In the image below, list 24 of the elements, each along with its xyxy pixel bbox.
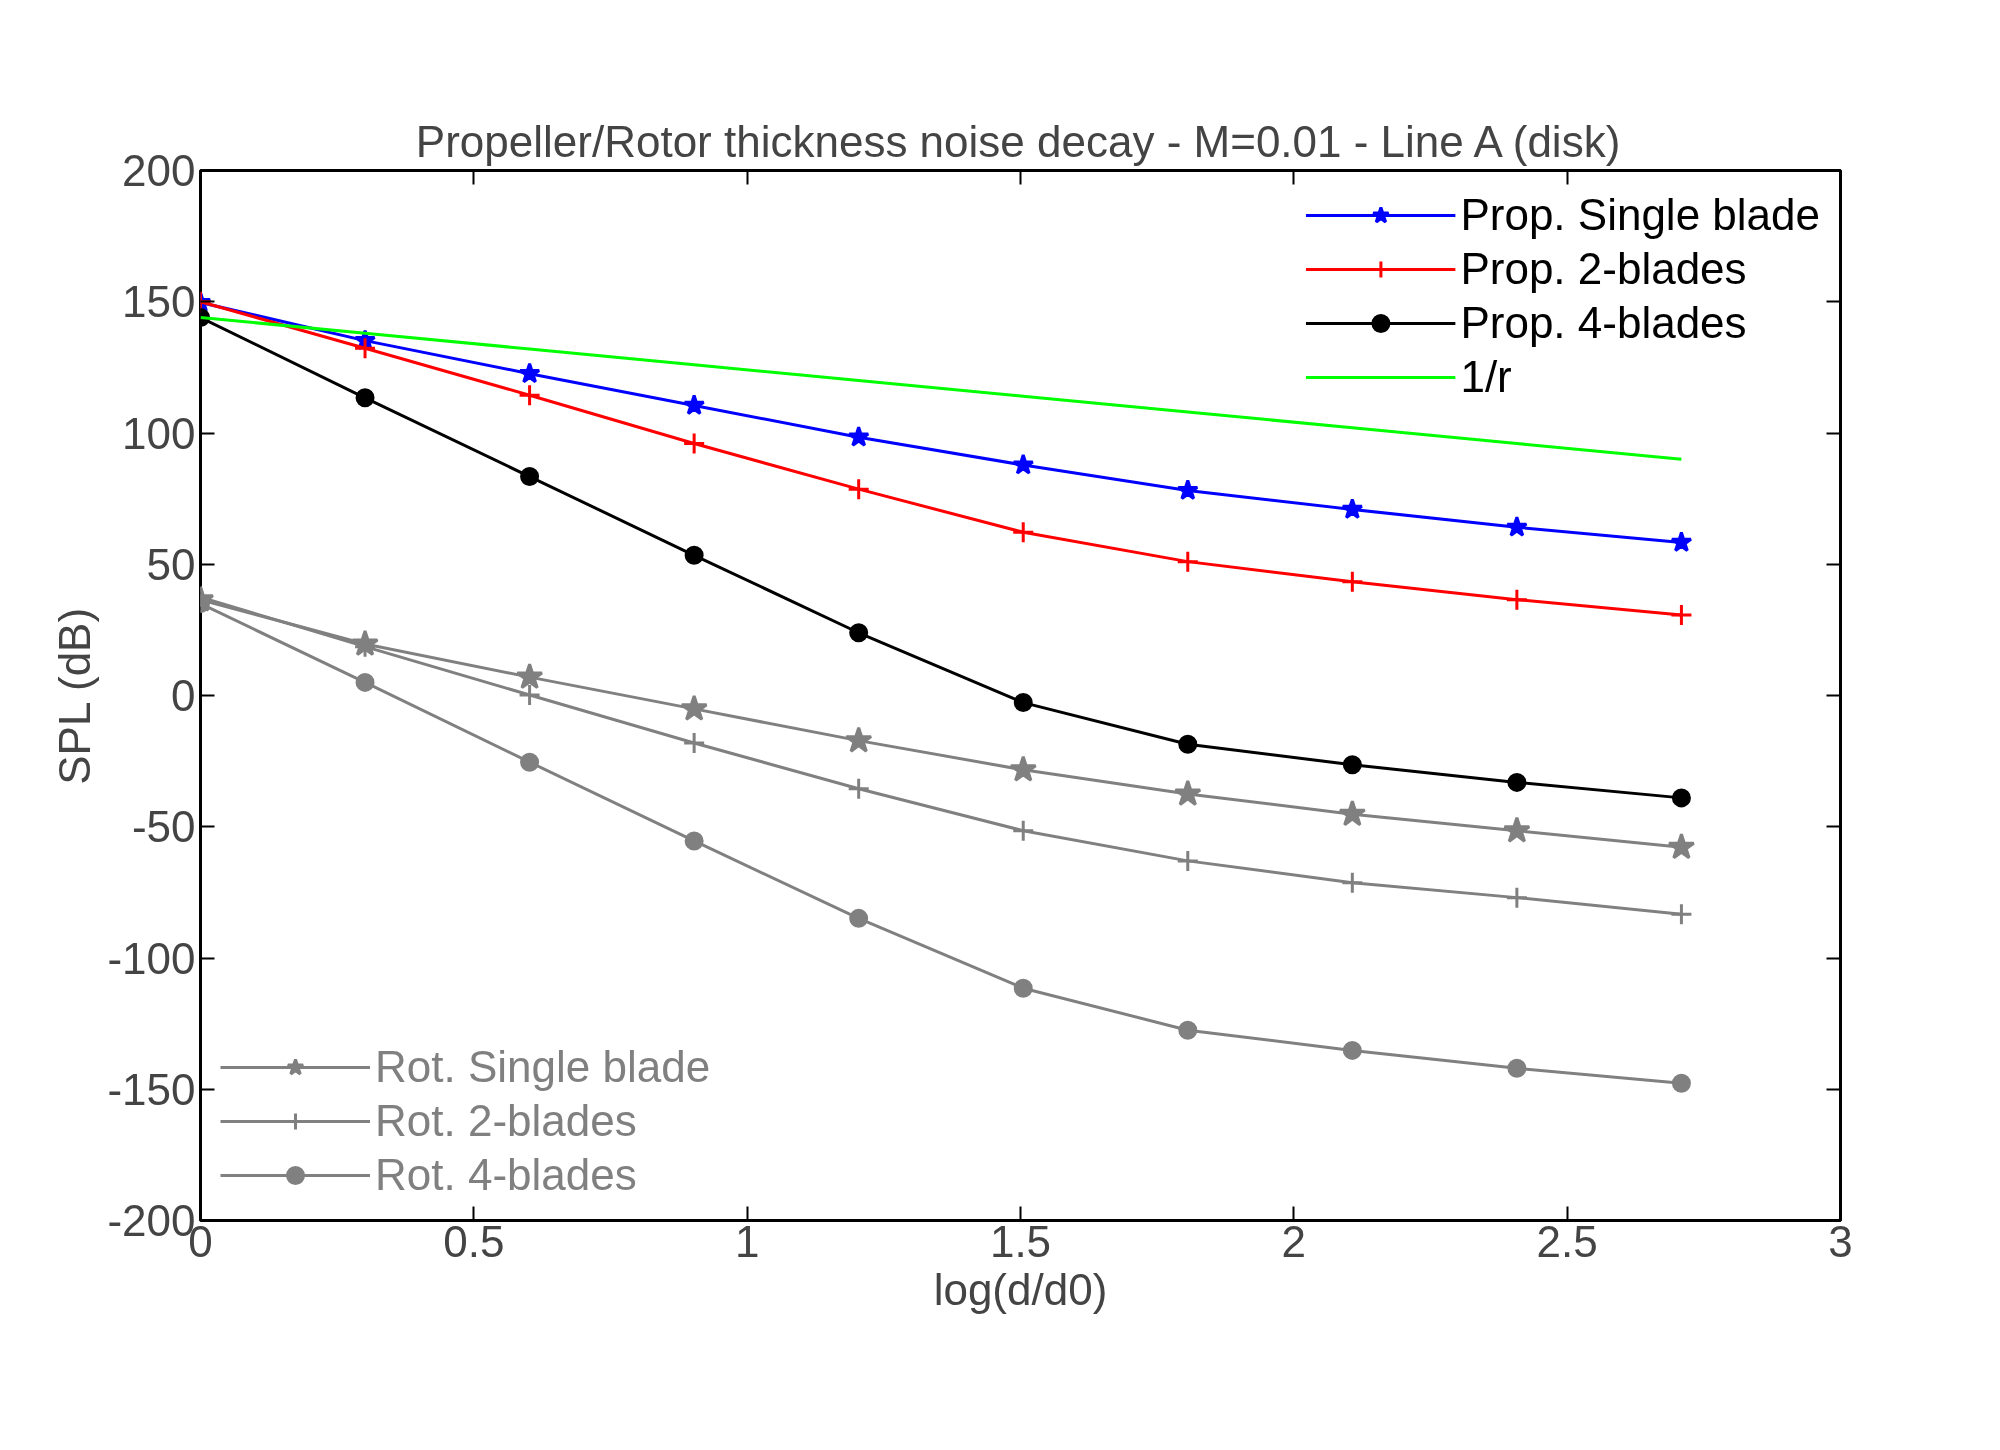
y-tick-label: 50 <box>146 539 196 589</box>
y-tick-label: 200 <box>122 146 196 195</box>
legend-label: Prop. 4-blades <box>1460 298 1747 348</box>
legend-label: 1/r <box>1460 352 1512 402</box>
legend-label: Rot. 4-blades <box>375 1150 637 1200</box>
chart-title: Propeller/Rotor thickness noise decay - M=0.01 - Line A (disk) <box>415 116 1621 166</box>
y-tick-label: -150 <box>107 1064 196 1114</box>
x-tick-label: 3 <box>1828 1216 1853 1266</box>
x-axis-title: log(d/d0) <box>933 1264 1108 1314</box>
y-tick-label: 100 <box>122 408 196 458</box>
x-tick-label: 2 <box>1281 1216 1307 1266</box>
y-tick-label: -50 <box>131 802 196 852</box>
legend-label: Prop. Single blade <box>1460 190 1820 240</box>
x-tick-label: 0.5 <box>443 1216 505 1266</box>
y-tick-label: -100 <box>107 933 196 983</box>
x-tick-label: 2.5 <box>1536 1216 1598 1266</box>
y-tick-label: 0 <box>171 671 196 720</box>
legend-label: Prop. 2-blades <box>1460 244 1747 294</box>
legend-label: Rot. 2-blades <box>375 1096 637 1146</box>
y-axis-title: SPL (dB) <box>50 607 100 785</box>
x-tick-label: 1 <box>734 1216 760 1266</box>
legend-label: Rot. Single blade <box>375 1042 711 1092</box>
y-tick-label: 150 <box>122 277 196 327</box>
x-tick-label: 1.5 <box>989 1216 1052 1266</box>
